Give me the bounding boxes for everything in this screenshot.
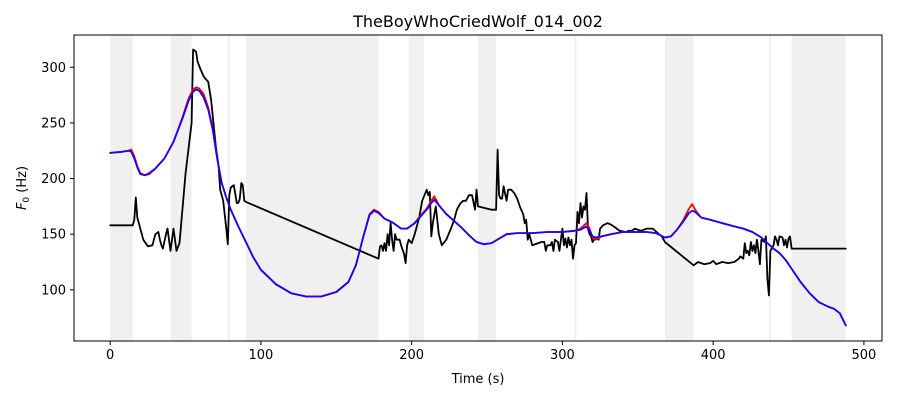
chart-title: TheBoyWhoCriedWolf_014_002 (352, 12, 603, 32)
series-line-1 (109, 48, 847, 297)
shaded-region-9 (768, 35, 771, 341)
shaded-region-4 (245, 35, 379, 341)
shaded-region-8 (664, 35, 694, 341)
shaded-region-6 (478, 35, 497, 341)
shaded-region-7 (574, 35, 577, 341)
y-tick-label: 300 (41, 61, 66, 76)
shaded-region-5 (408, 35, 424, 341)
x-tick-label: 100 (249, 348, 274, 363)
series-line-3 (109, 88, 847, 327)
shaded-region-1 (110, 35, 133, 341)
shaded-region-3 (227, 35, 230, 341)
plot-frame (73, 34, 883, 342)
x-tick-label: 500 (851, 348, 876, 363)
y-axis-label: F0 (Hz) (15, 166, 32, 210)
x-tick-label: 0 (106, 348, 114, 363)
x-tick-label: 400 (701, 348, 726, 363)
shaded-region-10 (791, 35, 846, 341)
y-tick-label: 150 (41, 228, 66, 243)
y-tick-label: 250 (41, 116, 66, 131)
y-axis-label-unit: (Hz) (15, 166, 30, 197)
x-tick-label: 200 (399, 348, 424, 363)
y-axis-label-symbol: F (15, 202, 30, 210)
y-axis-label-subscript: 0 (22, 197, 32, 203)
shaded-region-2 (170, 35, 192, 341)
y-tick-label: 100 (41, 283, 66, 298)
shaded-regions (110, 35, 846, 341)
y-tick-label: 200 (41, 172, 66, 187)
y-axis: 100 150 200 250 300 (41, 61, 74, 298)
x-axis-label: Time (s) (451, 372, 505, 387)
x-axis: 0 100 200 300 400 500 (106, 341, 876, 363)
series-lines (109, 48, 847, 327)
x-tick-label: 300 (550, 348, 575, 363)
